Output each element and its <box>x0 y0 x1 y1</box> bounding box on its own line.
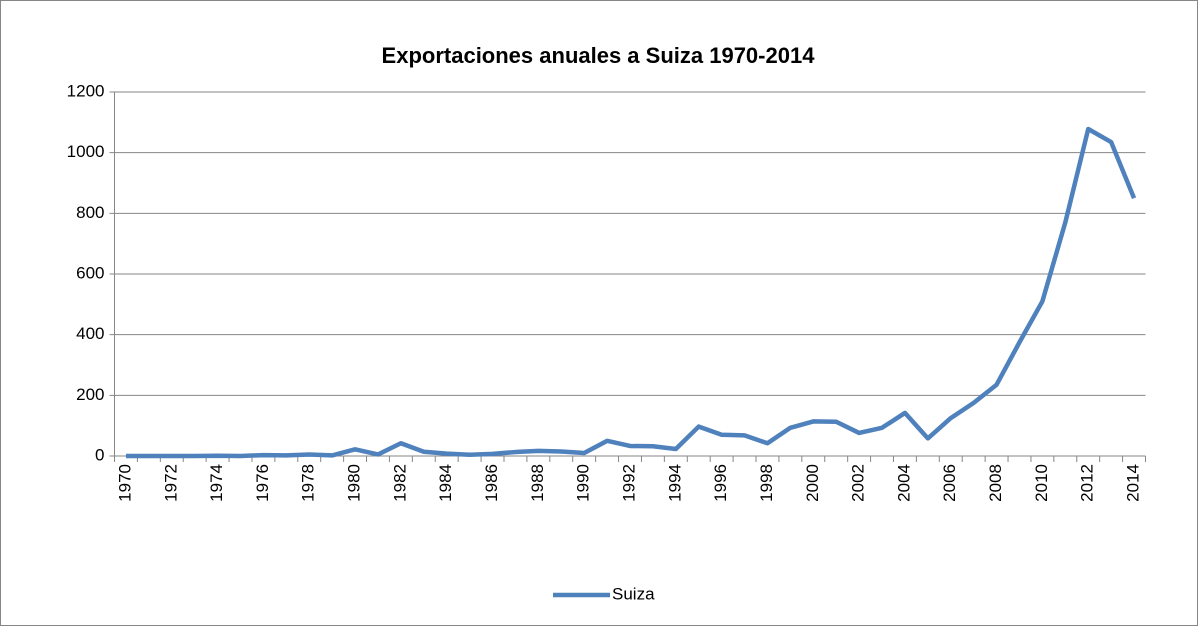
x-tick-label: 1974 <box>207 464 226 502</box>
y-tick-label: 0 <box>95 445 104 464</box>
y-tick-label: 800 <box>76 203 104 222</box>
x-tick-label: 1992 <box>619 464 638 502</box>
x-tick-label: 2000 <box>803 464 822 502</box>
x-tick-label: 1984 <box>436 464 455 502</box>
x-tick-label: 2002 <box>849 464 868 502</box>
series-line <box>125 126 1137 459</box>
x-tick-label: 1972 <box>161 464 180 502</box>
y-tick-label: 400 <box>76 324 104 343</box>
x-tick-label: 2006 <box>940 464 959 502</box>
x-tick-label: 2008 <box>986 464 1005 502</box>
x-tick-label: 2004 <box>894 464 913 502</box>
y-tick-label: 600 <box>76 263 104 282</box>
x-tick-label: 1994 <box>665 464 684 502</box>
x-tick-label: 1970 <box>115 464 134 502</box>
x-tick-label: 1982 <box>390 464 409 502</box>
x-tick-label: 2010 <box>1032 464 1051 502</box>
y-tick-label: 1000 <box>67 142 105 161</box>
x-tick-label: 1986 <box>482 464 501 502</box>
x-tick-label: 2012 <box>1078 464 1097 502</box>
x-tick-label: 1996 <box>711 464 730 502</box>
x-tick-label: 1980 <box>345 464 364 502</box>
x-tick-label: 1990 <box>574 464 593 502</box>
x-tick-label: 1976 <box>253 464 272 502</box>
y-tick-label: 1200 <box>67 81 105 100</box>
chart-title: Exportaciones anuales a Suiza 1970-2014 <box>382 43 816 68</box>
x-tick-label: 1998 <box>757 464 776 502</box>
x-tick-label: 1978 <box>299 464 318 502</box>
y-tick-label: 200 <box>76 385 104 404</box>
x-tick-label: 1988 <box>528 464 547 502</box>
x-tick-label: 2014 <box>1124 464 1143 502</box>
legend-label: Suiza <box>612 584 655 603</box>
